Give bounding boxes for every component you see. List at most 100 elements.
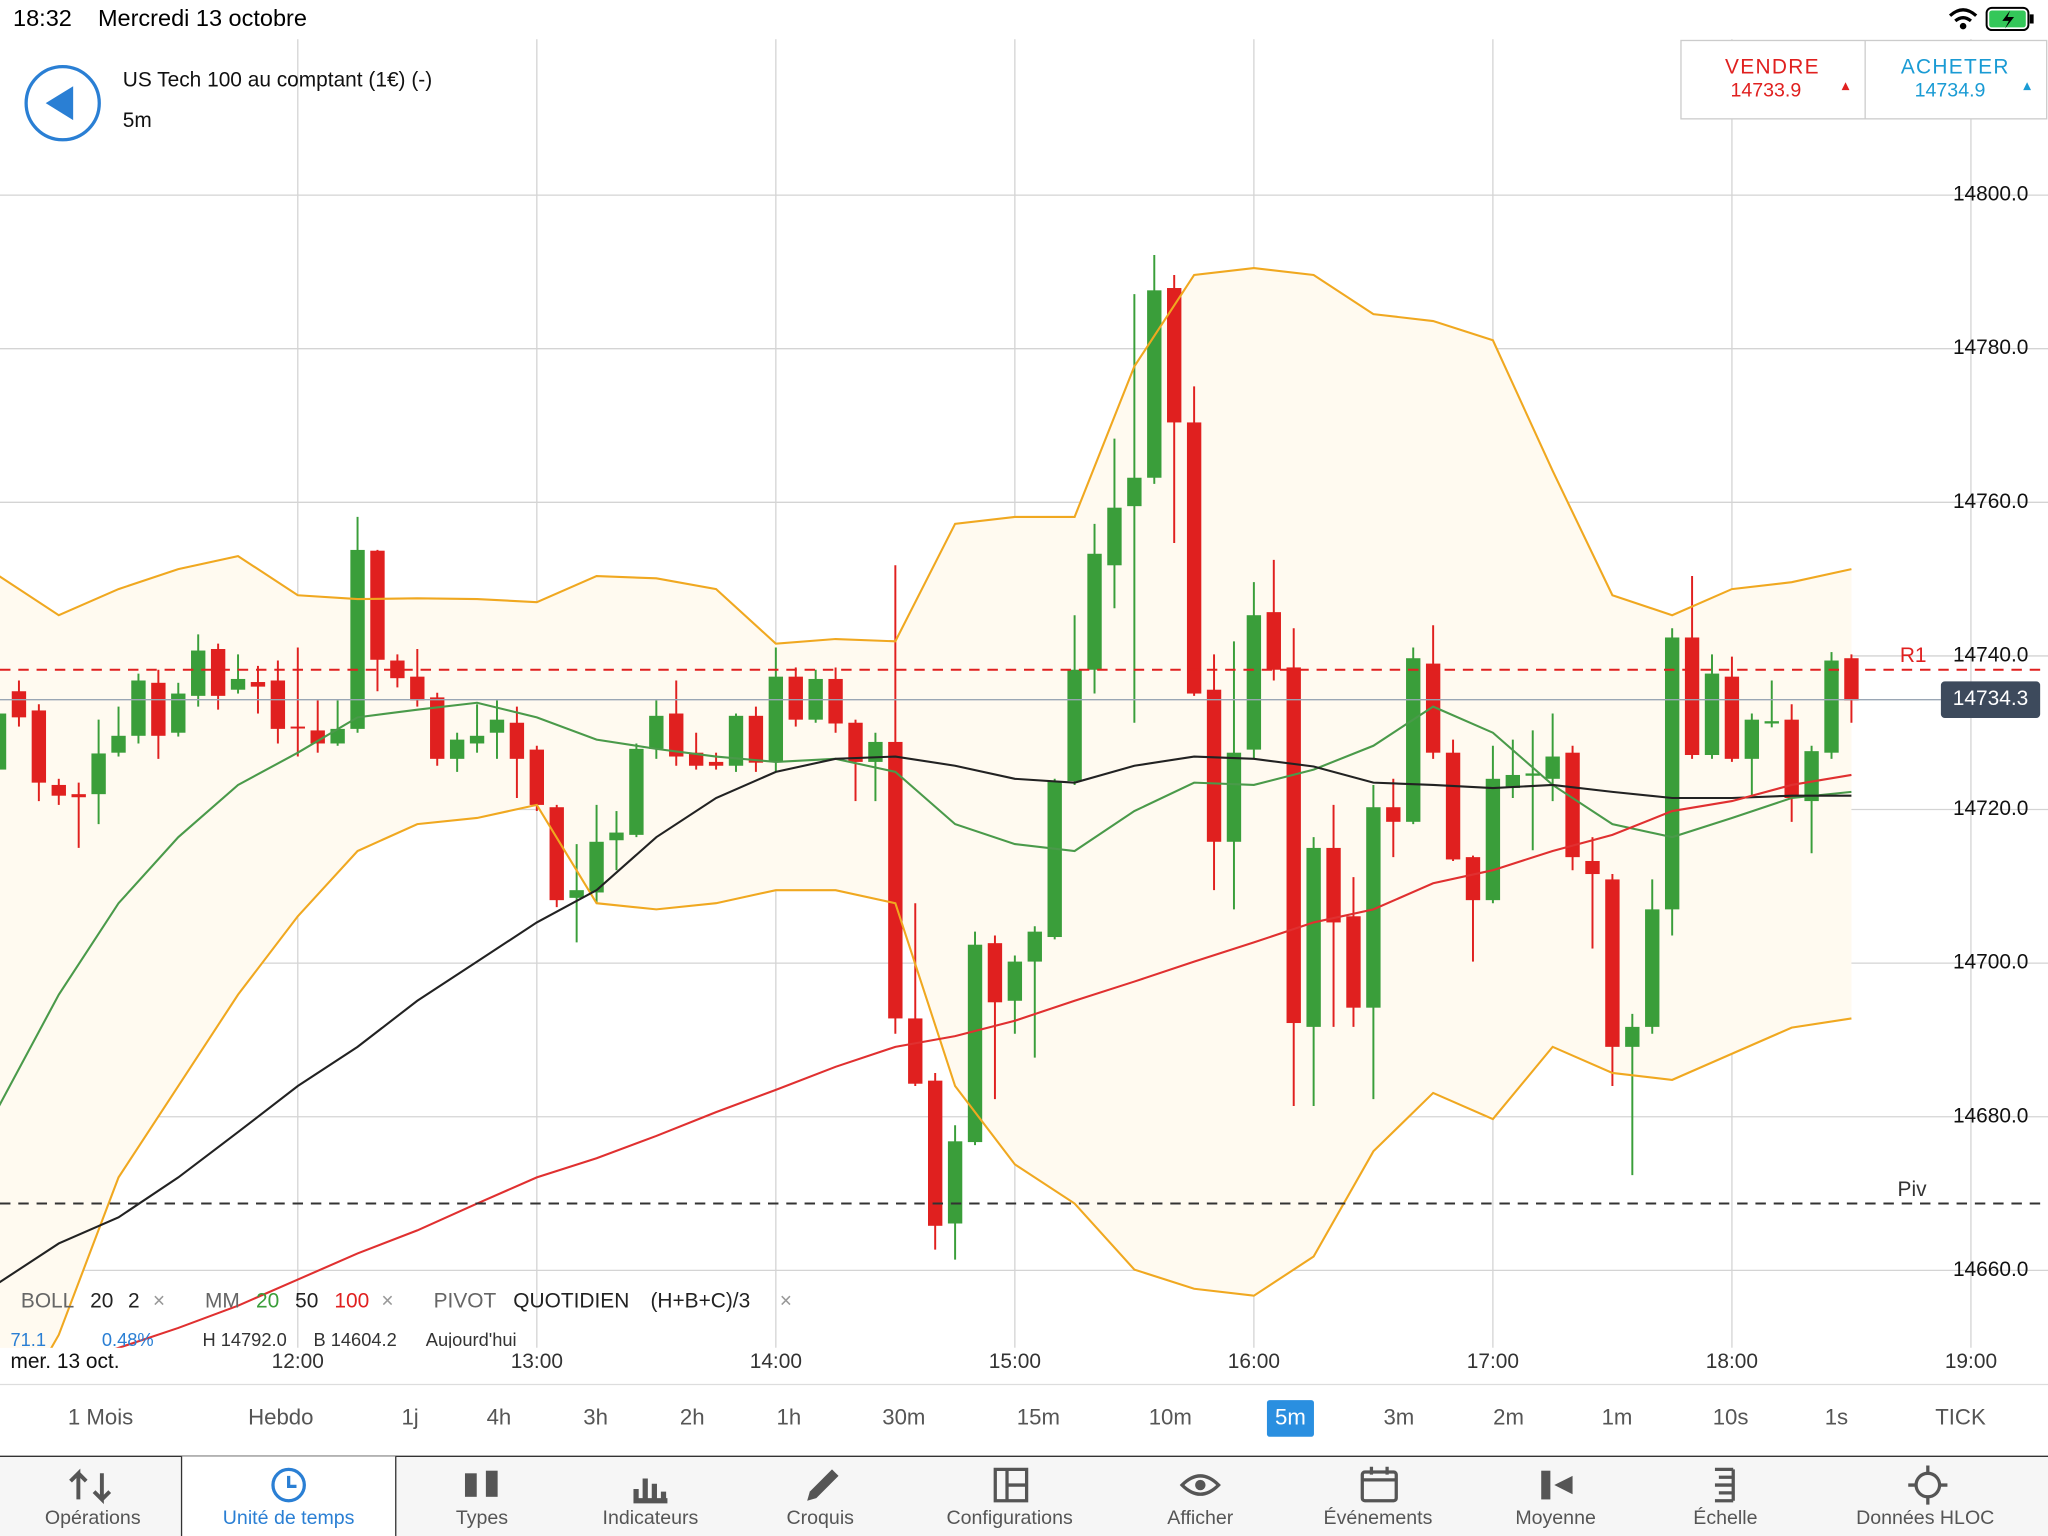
- candle-body: [1664, 637, 1680, 910]
- candle-body: [649, 715, 664, 749]
- candle-body: [489, 719, 505, 733]
- timeframe-option[interactable]: 10s: [1713, 1404, 1749, 1429]
- buy-button[interactable]: ACHETER 14734.9: [1901, 55, 2032, 102]
- candle-body: [1286, 667, 1301, 1024]
- timeframe-option[interactable]: 30m: [882, 1404, 925, 1429]
- toolbar-item[interactable]: Types: [456, 1507, 508, 1529]
- x-tick-label: 13:00: [511, 1350, 563, 1373]
- legend-mm-100: 100: [334, 1290, 369, 1313]
- timeframe-option[interactable]: 2m: [1493, 1404, 1524, 1429]
- candle-body: [1206, 689, 1222, 842]
- candle-body: [1784, 719, 1799, 799]
- timeframe-option[interactable]: 2h: [680, 1404, 705, 1429]
- candle-body: [1744, 719, 1760, 759]
- legend-pivot: PIVOT: [434, 1290, 497, 1313]
- icon-types: [485, 1470, 498, 1497]
- last-price-label: 14734.3: [1953, 687, 2028, 710]
- candle-body: [1246, 615, 1262, 750]
- timeframe-option[interactable]: 5m: [1275, 1404, 1306, 1429]
- candle-body: [270, 680, 286, 729]
- toolbar-item[interactable]: Échelle: [1693, 1506, 1757, 1529]
- candle-body: [370, 550, 385, 660]
- candle-body: [91, 753, 106, 795]
- candle-body: [1306, 847, 1321, 1027]
- sell-arrow: [1841, 82, 1850, 91]
- candle-body: [1127, 477, 1142, 507]
- toolbar-item[interactable]: Unité de temps: [223, 1507, 355, 1529]
- legend-close[interactable]: ×: [153, 1290, 165, 1313]
- buy-label: ACHETER: [1901, 55, 2010, 78]
- candle-body: [71, 794, 86, 798]
- candle-body: [549, 807, 564, 901]
- candle-body: [1047, 781, 1062, 938]
- icon-types: [464, 1473, 477, 1497]
- candle-body: [1346, 916, 1361, 1008]
- candle-body: [230, 678, 246, 690]
- wifi-dot: [1959, 22, 1967, 30]
- y-tick-label: 14760.0: [1953, 490, 2028, 513]
- sell-price: 14733.9: [1730, 80, 1801, 102]
- candle-body: [1167, 288, 1182, 423]
- timeframe-option[interactable]: 10m: [1149, 1404, 1192, 1429]
- buy-arrow: [2023, 82, 2032, 91]
- candle-body: [1724, 676, 1740, 759]
- buy-price: 14734.9: [1915, 80, 1986, 102]
- toolbar-item[interactable]: Croquis: [787, 1507, 855, 1529]
- indicator-line: [0, 267, 1852, 645]
- candle-body: [569, 890, 584, 898]
- toolbar-item[interactable]: Opérations: [45, 1507, 141, 1529]
- timeframe-option[interactable]: 1s: [1825, 1404, 1848, 1429]
- plot-area: [0, 39, 2048, 1348]
- candle-body: [290, 726, 305, 729]
- legend-boll: BOLL: [21, 1290, 74, 1313]
- y-tick-label: 14660.0: [1953, 1258, 2028, 1281]
- toolbar-item[interactable]: Moyenne: [1515, 1507, 1596, 1529]
- candle-body: [449, 739, 465, 759]
- timeframe-option[interactable]: Hebdo: [248, 1404, 313, 1429]
- legend-close[interactable]: ×: [780, 1290, 792, 1313]
- candle-body: [410, 676, 425, 701]
- quote-box: [1680, 39, 2048, 120]
- legend-pivot-formula: (H+B+C)/3: [650, 1290, 750, 1313]
- timeframe-option[interactable]: 3m: [1383, 1404, 1414, 1429]
- candle-body: [111, 735, 126, 753]
- last-price-tag: [1940, 681, 2041, 718]
- wifi-icon: [1948, 8, 1978, 23]
- candle-body: [131, 680, 146, 736]
- candle-body: [330, 728, 345, 744]
- timeframe-option[interactable]: 3h: [583, 1404, 608, 1429]
- candle-body: [688, 752, 704, 766]
- candle-body: [728, 715, 744, 766]
- candle-body: [987, 943, 1003, 1003]
- x-tick-label: 17:00: [1467, 1350, 1519, 1373]
- sell-button[interactable]: VENDRE 14733.9: [1725, 55, 1850, 102]
- timeframe-option[interactable]: 1j: [401, 1404, 418, 1429]
- timeframe-option[interactable]: 1m: [1602, 1404, 1633, 1429]
- legend-close[interactable]: ×: [381, 1290, 393, 1313]
- toolbar-item[interactable]: Événements: [1324, 1506, 1433, 1529]
- icon-scale: [1714, 1467, 1735, 1503]
- candle-body: [908, 1018, 923, 1084]
- candle-body: [967, 944, 983, 1143]
- toolbar-item[interactable]: Afficher: [1167, 1507, 1233, 1529]
- timeframe-option[interactable]: 4h: [487, 1404, 512, 1429]
- timeframe-option[interactable]: 1h: [777, 1404, 802, 1429]
- candle-body: [1266, 612, 1281, 670]
- toolbar-item[interactable]: Indicateurs: [603, 1507, 699, 1529]
- pivot-label: R1: [1900, 644, 1927, 667]
- timeframe-option[interactable]: TICK: [1935, 1404, 1986, 1429]
- candle-body: [708, 761, 724, 766]
- icon-sketch: [807, 1469, 839, 1501]
- candle-body: [748, 715, 764, 763]
- candle-body: [1645, 909, 1660, 1027]
- candle-body: [1445, 752, 1461, 860]
- candle-body: [609, 832, 624, 841]
- info-low: B 14604.2: [313, 1329, 396, 1350]
- toolbar-item[interactable]: Configurations: [947, 1507, 1073, 1529]
- back-arrow: [45, 86, 74, 121]
- candle-body: [250, 682, 266, 687]
- candle-body: [0, 713, 7, 770]
- timeframe-option[interactable]: 15m: [1017, 1404, 1060, 1429]
- toolbar-item[interactable]: Données HLOC: [1856, 1507, 1994, 1529]
- timeframe-option[interactable]: 1 Mois: [68, 1404, 133, 1429]
